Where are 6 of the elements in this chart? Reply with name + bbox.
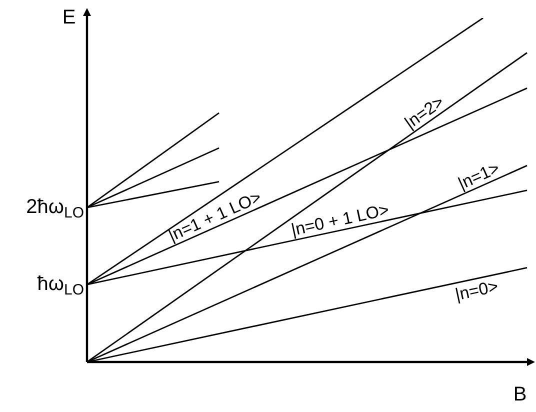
- text: |n=1 + 1 LO>: [166, 187, 264, 246]
- text: |n=0>: [454, 276, 500, 304]
- text: |n=1>: [455, 158, 502, 194]
- x-axis-title: B: [513, 384, 527, 406]
- y-axis-title: E: [62, 6, 76, 29]
- text: |n=0 + 1 LO>: [289, 200, 391, 240]
